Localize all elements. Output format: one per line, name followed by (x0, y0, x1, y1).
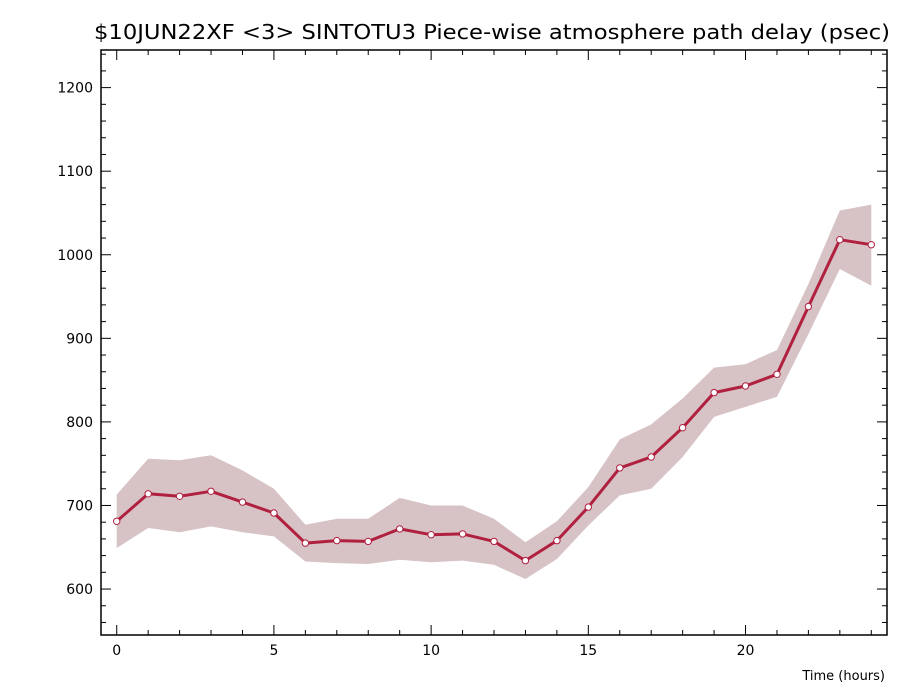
data-point (301, 539, 310, 547)
data-point (490, 537, 498, 546)
data-point (144, 490, 152, 498)
data-point (270, 509, 278, 517)
chart-title: $10JUN22XF <3> SINTOTU3 Piece-wise atmos… (94, 20, 890, 44)
y-tick-label: 900 (66, 331, 93, 347)
uncertainty-band (116, 204, 872, 579)
data-point (238, 498, 247, 506)
y-tick-label: 1000 (57, 248, 93, 264)
error-band-layer (116, 204, 872, 579)
x-tick-label: 15 (579, 643, 597, 659)
x-tick-label: 10 (422, 643, 440, 659)
data-point (584, 503, 592, 511)
data-point (396, 525, 404, 533)
y-tick-label: 700 (66, 498, 93, 514)
data-point (647, 453, 655, 461)
data-point (867, 241, 875, 249)
data-point (773, 370, 781, 378)
data-point (113, 517, 121, 525)
axis-ticks (101, 50, 887, 635)
data-point (333, 536, 341, 545)
x-axis-tick-labels: 0 5 10 15 20 (112, 643, 754, 659)
y-tick-label: 1200 (57, 81, 93, 97)
data-point (427, 531, 435, 539)
y-tick-label: 600 (66, 582, 93, 598)
y-tick-label: 1100 (57, 164, 93, 180)
data-point (175, 492, 184, 500)
x-axis-label: Time (hours) (801, 669, 885, 684)
x-tick-label: 20 (737, 643, 755, 659)
data-point (458, 530, 467, 538)
data-point (710, 388, 718, 397)
x-tick-label: 5 (269, 643, 278, 659)
data-point (836, 236, 844, 244)
data-point (741, 382, 750, 390)
data-point (804, 302, 813, 311)
data-point (616, 464, 624, 472)
data-point (364, 537, 372, 546)
y-axis-tick-labels: 600 700 800 900 1000 1100 1200 (57, 81, 93, 598)
data-point (207, 487, 215, 495)
y-tick-label: 800 (66, 415, 93, 431)
data-point-layer (113, 236, 875, 565)
data-point (553, 536, 561, 545)
x-tick-label: 0 (112, 643, 121, 659)
data-point (678, 424, 687, 432)
data-point (521, 556, 530, 565)
